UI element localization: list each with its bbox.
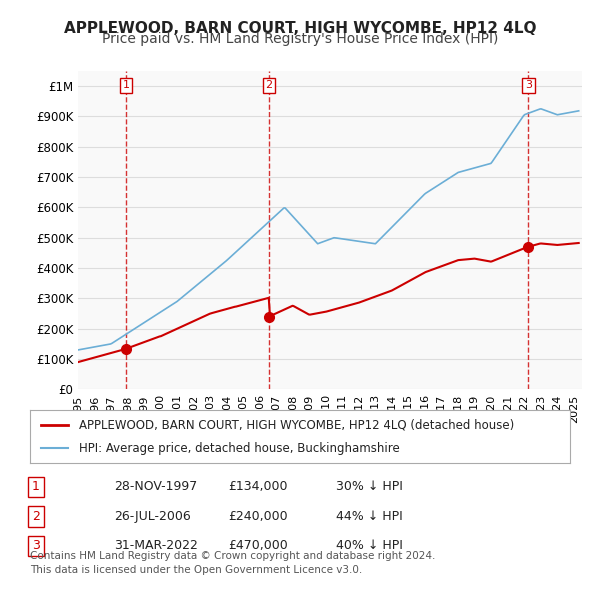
Text: 26-JUL-2006: 26-JUL-2006 — [114, 510, 191, 523]
Text: £134,000: £134,000 — [228, 480, 287, 493]
Text: HPI: Average price, detached house, Buckinghamshire: HPI: Average price, detached house, Buck… — [79, 442, 400, 455]
Text: 2: 2 — [32, 510, 40, 523]
Text: £470,000: £470,000 — [228, 539, 288, 552]
Text: APPLEWOOD, BARN COURT, HIGH WYCOMBE, HP12 4LQ: APPLEWOOD, BARN COURT, HIGH WYCOMBE, HP1… — [64, 21, 536, 35]
Text: 30% ↓ HPI: 30% ↓ HPI — [336, 480, 403, 493]
Text: 31-MAR-2022: 31-MAR-2022 — [114, 539, 198, 552]
Text: 28-NOV-1997: 28-NOV-1997 — [114, 480, 197, 493]
Text: 2: 2 — [265, 80, 272, 90]
Text: 3: 3 — [525, 80, 532, 90]
Text: 40% ↓ HPI: 40% ↓ HPI — [336, 539, 403, 552]
Text: APPLEWOOD, BARN COURT, HIGH WYCOMBE, HP12 4LQ (detached house): APPLEWOOD, BARN COURT, HIGH WYCOMBE, HP1… — [79, 418, 514, 431]
Text: 1: 1 — [122, 80, 130, 90]
Text: Contains HM Land Registry data © Crown copyright and database right 2024.
This d: Contains HM Land Registry data © Crown c… — [30, 551, 436, 575]
Text: 1: 1 — [32, 480, 40, 493]
Text: Price paid vs. HM Land Registry's House Price Index (HPI): Price paid vs. HM Land Registry's House … — [102, 32, 498, 47]
Text: £240,000: £240,000 — [228, 510, 287, 523]
Text: 44% ↓ HPI: 44% ↓ HPI — [336, 510, 403, 523]
Text: 3: 3 — [32, 539, 40, 552]
